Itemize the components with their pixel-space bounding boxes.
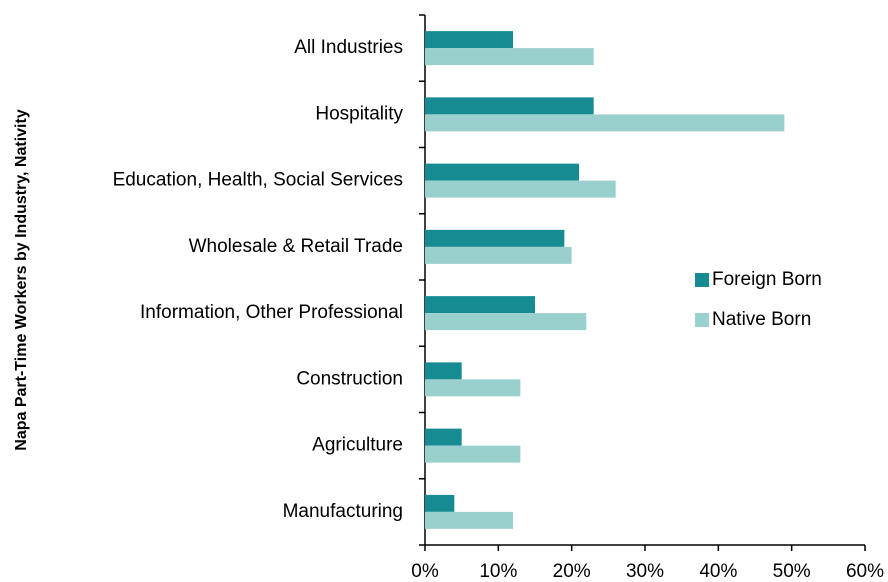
bar (425, 379, 521, 397)
bar (425, 229, 565, 247)
legend-label: Native Born (712, 309, 811, 330)
bar (425, 428, 462, 446)
x-tick-label: 10% (479, 561, 517, 582)
bar (425, 296, 535, 314)
bar (425, 362, 462, 380)
y-tick-label: Education, Health, Social Services (113, 170, 403, 191)
y-tick-label: Information, Other Professional (140, 302, 403, 323)
y-tick-label: All Industries (294, 37, 403, 58)
bar (425, 31, 513, 49)
bar (425, 48, 594, 66)
legend-swatch (695, 313, 709, 327)
y-tick-label: Hospitality (315, 103, 403, 124)
bar (425, 97, 594, 115)
y-tick-label: Wholesale & Retail Trade (189, 236, 403, 257)
bar (425, 163, 579, 181)
y-tick-label: Construction (296, 368, 403, 389)
bar (425, 114, 785, 132)
bar (425, 180, 616, 198)
x-tick-label: 30% (626, 561, 664, 582)
bar (425, 246, 572, 264)
x-tick-label: 0% (411, 561, 439, 582)
bar (425, 494, 455, 512)
y-tick-label: Manufacturing (283, 501, 403, 522)
legend-label: Foreign Born (712, 269, 822, 290)
x-tick-label: 40% (699, 561, 737, 582)
x-tick-label: 60% (846, 561, 884, 582)
bar (425, 511, 513, 529)
x-tick-label: 20% (553, 561, 591, 582)
legend-swatch (695, 273, 709, 287)
bar (425, 313, 587, 331)
bar (425, 445, 521, 463)
y-tick-label: Agriculture (312, 435, 403, 456)
x-tick-label: 50% (773, 561, 811, 582)
y-axis-title: Napa Part-Time Workers by Industry, Nati… (13, 109, 30, 451)
